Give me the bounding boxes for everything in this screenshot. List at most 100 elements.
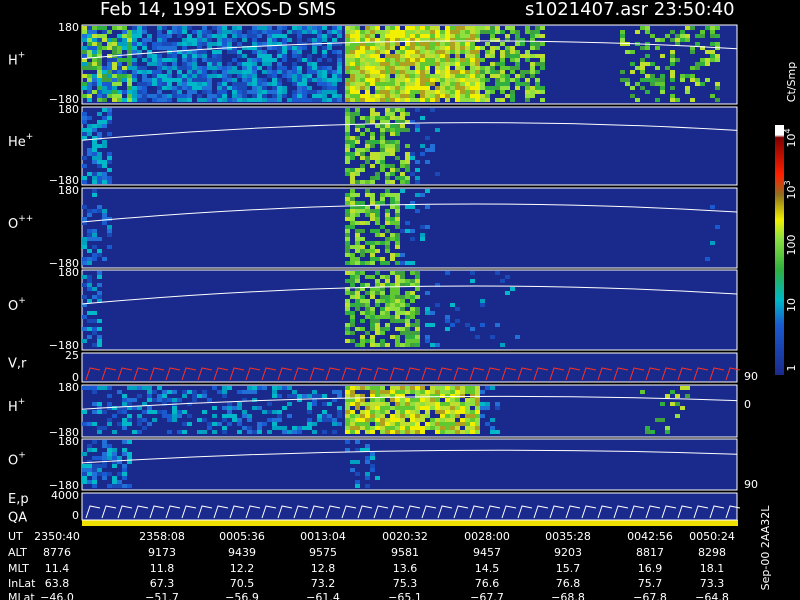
spectrum-cell [207, 58, 212, 62]
spectrum-cell [107, 82, 112, 86]
spectrum-cell [395, 132, 400, 136]
spectrum-cell [257, 98, 262, 102]
spectrum-cell [360, 448, 365, 452]
spectrum-cell [370, 50, 375, 54]
spectrum-cell [345, 386, 350, 390]
spectrum-cell [217, 98, 222, 102]
spectrum-cell [327, 402, 332, 406]
spectrum-cell [405, 82, 410, 86]
spectrum-cell [390, 98, 395, 102]
spectrum-cell [237, 94, 242, 98]
spectrum-cell [187, 38, 192, 42]
spectrum-cell [365, 205, 370, 209]
spectrum-cell [350, 120, 355, 124]
panel-label: QA [8, 511, 27, 526]
spectrum-cell [202, 394, 207, 398]
spectrum-cell [425, 189, 430, 193]
y-tick-label: 0 [72, 509, 79, 522]
spectrum-cell [350, 315, 355, 319]
spectrum-cell [232, 38, 237, 42]
spectrum-cell [227, 86, 232, 90]
spectrum-cell [127, 422, 132, 426]
spectrum-cell [272, 86, 277, 90]
spectrum-cell [222, 90, 227, 94]
spectrum-cell [107, 386, 112, 390]
spectrum-cell [312, 46, 317, 50]
spectrum-cell [345, 331, 350, 335]
spectrum-cell [425, 225, 430, 229]
spectrum-cell [147, 390, 152, 394]
trace-line [81, 285, 738, 305]
spectrum-cell [435, 430, 440, 434]
spectrum-cell [97, 94, 102, 98]
spectrum-cell [272, 418, 277, 422]
spectrum-cell [490, 418, 495, 422]
spectrum-cell [670, 62, 675, 66]
spectrum-cell [485, 422, 490, 426]
spectrum-cell [92, 464, 97, 468]
spectrum-cell [390, 233, 395, 237]
spectrum-cell [480, 402, 485, 406]
spectrum-cell [350, 295, 355, 299]
spectrum-cell [365, 426, 370, 430]
spectrum-cell [162, 78, 167, 82]
spectrum-cell [360, 414, 365, 418]
spectrum-cell [187, 42, 192, 46]
spectrum-cell [500, 78, 505, 82]
spectrum-cell [535, 30, 540, 34]
spectrum-cell [217, 390, 222, 394]
spectrum-cell [107, 38, 112, 42]
spectrum-cell [172, 418, 177, 422]
spectrum-cell [92, 50, 97, 54]
spectrum-cell [675, 58, 680, 62]
spectrum-cell [375, 422, 380, 426]
spectrum-cell [655, 82, 660, 86]
spectrum-cell [375, 46, 380, 50]
spectrum-cell [142, 386, 147, 390]
spectrum-cell [440, 422, 445, 426]
spectrum-cell [385, 74, 390, 78]
spectrum-cell [470, 398, 475, 402]
spectrum-cell [385, 402, 390, 406]
spectrum-cell [87, 98, 92, 102]
spectrum-cell [322, 410, 327, 414]
spectrum-cell [82, 386, 87, 390]
spectrum-cell [710, 58, 715, 62]
spectrum-cell [302, 78, 307, 82]
spectrum-cell [307, 30, 312, 34]
spectrum-cell [455, 406, 460, 410]
spectrum-cell [142, 78, 147, 82]
spectrum-cell [390, 299, 395, 303]
cell: 0035:28 [545, 530, 591, 543]
spectrum-cell [380, 156, 385, 160]
spectrum-cell [415, 339, 420, 343]
spectrum-cell [345, 193, 350, 197]
spectrum-cell [455, 82, 460, 86]
spectrum-cell [425, 46, 430, 50]
spectrum-cell [365, 189, 370, 193]
spectrum-cell [375, 331, 380, 335]
spectrum-cell [317, 58, 322, 62]
spectrum-cell [510, 90, 515, 94]
spectrum-cell [405, 205, 410, 209]
spectrum-cell [317, 394, 322, 398]
spectrum-cell [122, 484, 127, 488]
spectrum-cell [405, 46, 410, 50]
spectrum-cell [370, 414, 375, 418]
spectrum-cell [102, 98, 107, 102]
spectrum-cell [322, 86, 327, 90]
spectrum-cell [405, 42, 410, 46]
spectrum-cell [425, 90, 430, 94]
spectrum-cell [470, 430, 475, 434]
spectrum-cell [380, 430, 385, 434]
spectrum-cell [197, 30, 202, 34]
spectrum-cell [297, 38, 302, 42]
spectrum-cell [345, 307, 350, 311]
spectrum-cell [117, 460, 122, 464]
spectrum-cell [82, 422, 87, 426]
spectrum-cell [525, 58, 530, 62]
spectrum-cell [395, 128, 400, 132]
spectrum-cell [445, 94, 450, 98]
spectrum-cell [360, 299, 365, 303]
spectrum-cell [495, 70, 500, 74]
